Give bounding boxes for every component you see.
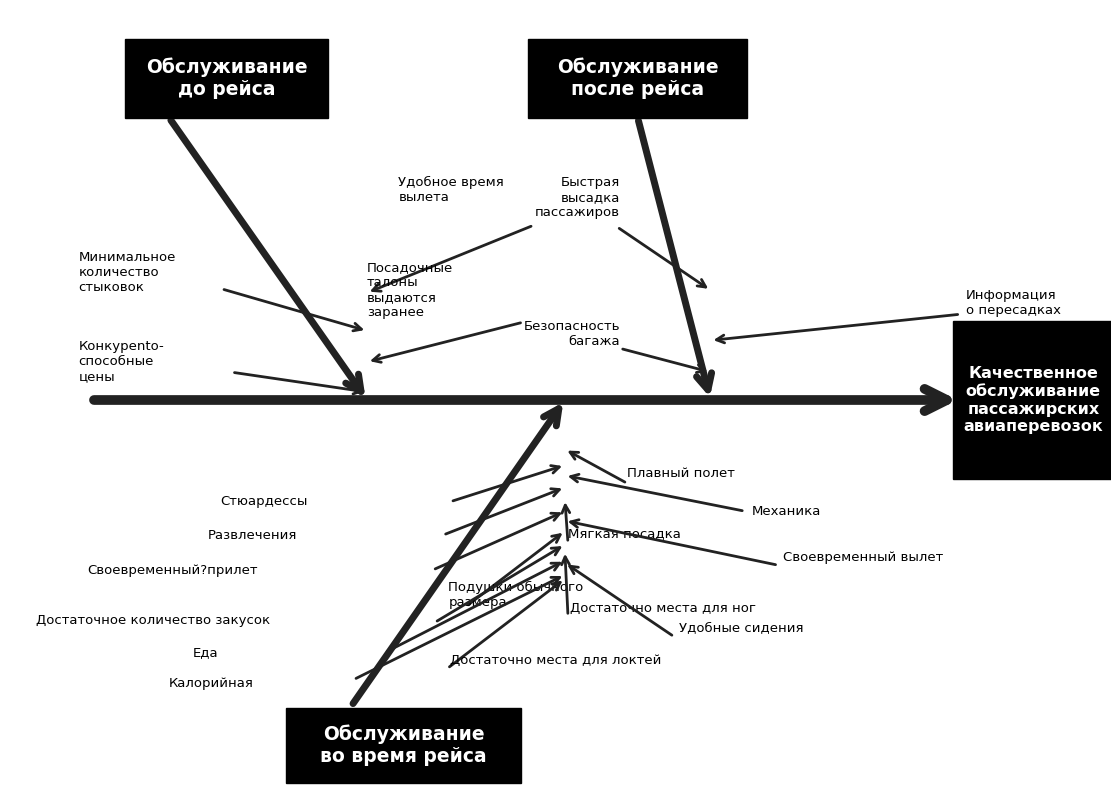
FancyBboxPatch shape (952, 321, 1115, 479)
Text: Конкурento-
способные
цены: Конкурento- способные цены (78, 340, 164, 383)
FancyBboxPatch shape (286, 708, 520, 783)
Text: Достаточно места для ног: Достаточно места для ног (570, 602, 756, 614)
Text: Калорийная: Калорийная (169, 677, 254, 690)
Text: Минимальное
количество
стыковок: Минимальное количество стыковок (78, 251, 176, 294)
Text: Качественное
обслуживание
пассажирских
авиаперевозок: Качественное обслуживание пассажирских а… (963, 366, 1103, 434)
Text: Посадочные
талоны
выдаются
заранее: Посадочные талоны выдаются заранее (367, 262, 453, 319)
Text: Быстрая
высадка
пассажиров: Быстрая высадка пассажиров (535, 176, 620, 219)
Text: Своевременный вылет: Своевременный вылет (783, 550, 943, 564)
Text: Обслуживание
до рейса: Обслуживание до рейса (145, 58, 308, 99)
FancyBboxPatch shape (125, 38, 328, 118)
Text: Мягкая посадка: Мягкая посадка (568, 527, 680, 540)
FancyBboxPatch shape (528, 38, 747, 118)
Text: Безопасность
багажа: Безопасность багажа (524, 320, 620, 348)
Text: Стюардессы: Стюардессы (220, 495, 308, 508)
Text: Удобные сидения: Удобные сидения (679, 622, 803, 634)
Text: Плавный полет: Плавный полет (628, 466, 735, 479)
Text: Обслуживание
во время рейса: Обслуживание во время рейса (320, 725, 487, 766)
Text: Достаточное количество закусок: Достаточное количество закусок (36, 614, 271, 627)
Text: Достаточно места для локтей: Достаточно места для локтей (450, 654, 661, 667)
Text: Еда: Еда (192, 646, 218, 659)
Text: Своевременный?прилет: Своевременный?прилет (87, 563, 257, 577)
Text: Обслуживание
после рейса: Обслуживание после рейса (557, 58, 718, 99)
Text: Развлечения: Развлечения (208, 529, 298, 542)
Text: Информация
о пересадках: Информация о пересадках (966, 289, 1061, 317)
Text: Удобное время
вылета: Удобное время вылета (398, 175, 504, 203)
Text: Подушки обычного
размера: Подушки обычного размера (449, 581, 583, 609)
Text: Механика: Механика (752, 505, 821, 518)
